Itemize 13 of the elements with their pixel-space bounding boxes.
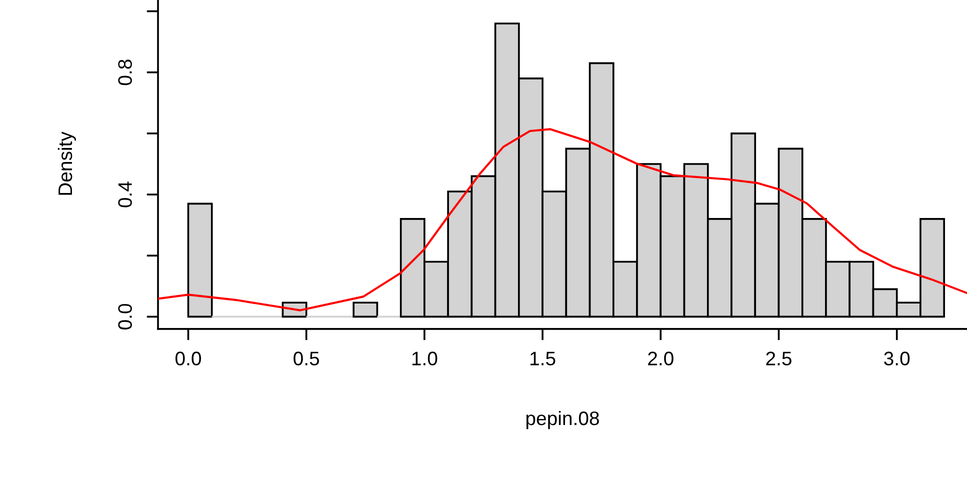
line-series	[158, 128, 967, 312]
y-tick-label: 0.4	[118, 182, 132, 208]
x-tick-label: 0.0	[175, 352, 201, 366]
y-axis-title: Density	[58, 132, 76, 195]
y-tick-label: 0.0	[118, 304, 132, 330]
x-tick-label: 2.0	[648, 352, 674, 366]
x-tick-label: 1.5	[530, 352, 556, 366]
x-tick-label: 1.0	[412, 352, 438, 366]
x-axis-title: pepin.08	[526, 410, 599, 430]
x-tick-label: 2.5	[766, 352, 792, 366]
x-tick-label: 0.5	[294, 352, 320, 366]
y-tick-label: 0.8	[118, 60, 132, 86]
x-tick-label: 3.0	[884, 352, 910, 366]
